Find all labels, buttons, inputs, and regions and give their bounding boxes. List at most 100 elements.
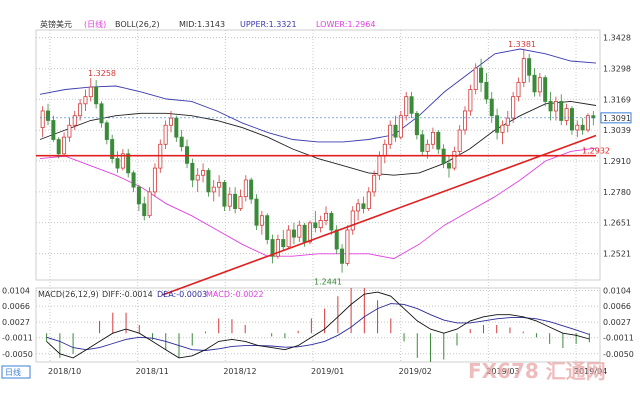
candle-up xyxy=(217,181,222,188)
candle-up xyxy=(286,229,291,248)
candle-down xyxy=(94,86,99,105)
candle-up xyxy=(88,86,93,98)
candle-up xyxy=(468,89,473,112)
candle-up xyxy=(564,108,569,121)
price-tick-label: 1.3169 xyxy=(603,95,631,104)
macd-diff-label: DIFF:-0.0014 xyxy=(102,290,153,299)
candle-down xyxy=(56,139,61,155)
candle-down xyxy=(409,96,414,114)
candle-up xyxy=(195,174,200,181)
macd-axis: 0.0104 0.0104 0.0066 0.0066 0.0027 0.0027 -0.0… xyxy=(2,286,634,358)
candle-down xyxy=(126,153,131,174)
period-tab-label: 日线 xyxy=(5,367,21,377)
price-tick-label: 1.2910 xyxy=(603,157,631,166)
candle-up xyxy=(259,215,264,226)
candle-up xyxy=(318,220,323,229)
price-annotation: 1.2932 xyxy=(582,147,610,156)
candle-up xyxy=(425,143,430,152)
candle-down xyxy=(446,162,451,169)
watermark: FX678 汇通网 xyxy=(468,359,606,383)
last-price-label: 1.3091 xyxy=(603,114,631,123)
candle-up xyxy=(243,179,248,198)
macd-value-label: MACD:-0.0022 xyxy=(206,290,264,299)
candle-up xyxy=(345,229,350,264)
macd-plot xyxy=(46,288,590,362)
candle-down xyxy=(131,172,136,188)
candle-down xyxy=(190,162,195,181)
price-tick-label: 1.2521 xyxy=(603,250,631,259)
candle-up xyxy=(463,110,468,131)
candle-up xyxy=(457,129,462,152)
price-tick-label: 1.3298 xyxy=(603,65,631,74)
candle-up xyxy=(452,151,457,169)
candle-down xyxy=(222,181,227,207)
last-price-box xyxy=(600,112,632,124)
price-axis: 1.3428 1.3298 1.3169 1.3039 1.2910 1.2780 1.26… xyxy=(603,34,631,259)
candle-up xyxy=(473,67,478,90)
candle-down xyxy=(249,179,254,200)
macd-diff-line xyxy=(46,291,590,359)
period-tab[interactable] xyxy=(1,365,31,379)
candle-up xyxy=(366,191,371,209)
candle-up xyxy=(168,117,173,126)
price-tick-label: 1.2780 xyxy=(603,188,631,197)
grid xyxy=(36,30,600,362)
candle-up xyxy=(307,222,312,243)
candle-up xyxy=(163,124,168,145)
candle-up xyxy=(211,186,216,193)
macd-tick-label-left: 0.0027 xyxy=(2,318,30,327)
candle-down xyxy=(591,115,596,119)
time-tick-label: 2019/04 xyxy=(574,367,607,376)
macd-tick-label-right: 0.0104 xyxy=(603,286,631,295)
candle-down xyxy=(334,229,339,250)
candle-down xyxy=(265,215,270,240)
overlays: 1.3091 1.3258 1.3381 1.2441 1.2932 xyxy=(36,40,632,296)
price-tick-label: 1.3428 xyxy=(603,34,631,43)
candle-up xyxy=(120,153,125,169)
time-tick-label: 2018/11 xyxy=(136,367,169,376)
price-tick-label: 1.3039 xyxy=(603,126,631,135)
macd-tick-label-right: 0.0027 xyxy=(603,318,631,327)
candle-up xyxy=(505,117,510,126)
candle-down xyxy=(302,224,307,243)
macd-tick-label-right: 0.0066 xyxy=(603,302,631,311)
macd-tick-label-left: 0.0104 xyxy=(2,286,30,295)
candle-down xyxy=(174,117,179,138)
candle-down xyxy=(313,222,318,229)
candle-down xyxy=(142,203,147,217)
candle-down xyxy=(580,124,585,131)
candle-down xyxy=(104,122,109,140)
instrument-name: 英镑美元 xyxy=(40,19,72,29)
time-tick-label: 2019/03 xyxy=(486,367,519,376)
candle-up xyxy=(388,124,393,145)
candle-down xyxy=(254,198,259,226)
boll-mid-label: MID:1.3143 xyxy=(179,20,225,29)
candle-down xyxy=(420,134,425,152)
macd-tick-label-left: -0.0050 xyxy=(2,350,33,359)
candle-up xyxy=(382,143,387,157)
candle-up xyxy=(72,115,77,126)
candle-up xyxy=(350,210,355,231)
candle-down xyxy=(532,74,537,93)
candle-up xyxy=(78,103,83,117)
candle-down xyxy=(270,239,275,257)
boll-lower-label: LOWER:1.2964 xyxy=(316,20,375,29)
candles xyxy=(40,48,596,273)
candle-down xyxy=(361,203,366,209)
candle-down xyxy=(291,229,296,238)
candle-up xyxy=(521,58,526,83)
macd-tick-label-left: -0.0011 xyxy=(2,334,33,343)
candle-down xyxy=(281,239,286,248)
candle-up xyxy=(297,224,302,238)
candle-down xyxy=(51,120,56,140)
candle-up xyxy=(575,124,580,131)
boll-upper-line xyxy=(39,48,597,143)
candle-down xyxy=(233,193,238,209)
candle-down xyxy=(99,103,104,124)
candle-down xyxy=(484,81,489,100)
candle-down xyxy=(110,139,115,159)
ascending-trendline xyxy=(162,134,597,296)
candle-up xyxy=(585,115,590,131)
candle-down xyxy=(414,112,419,136)
